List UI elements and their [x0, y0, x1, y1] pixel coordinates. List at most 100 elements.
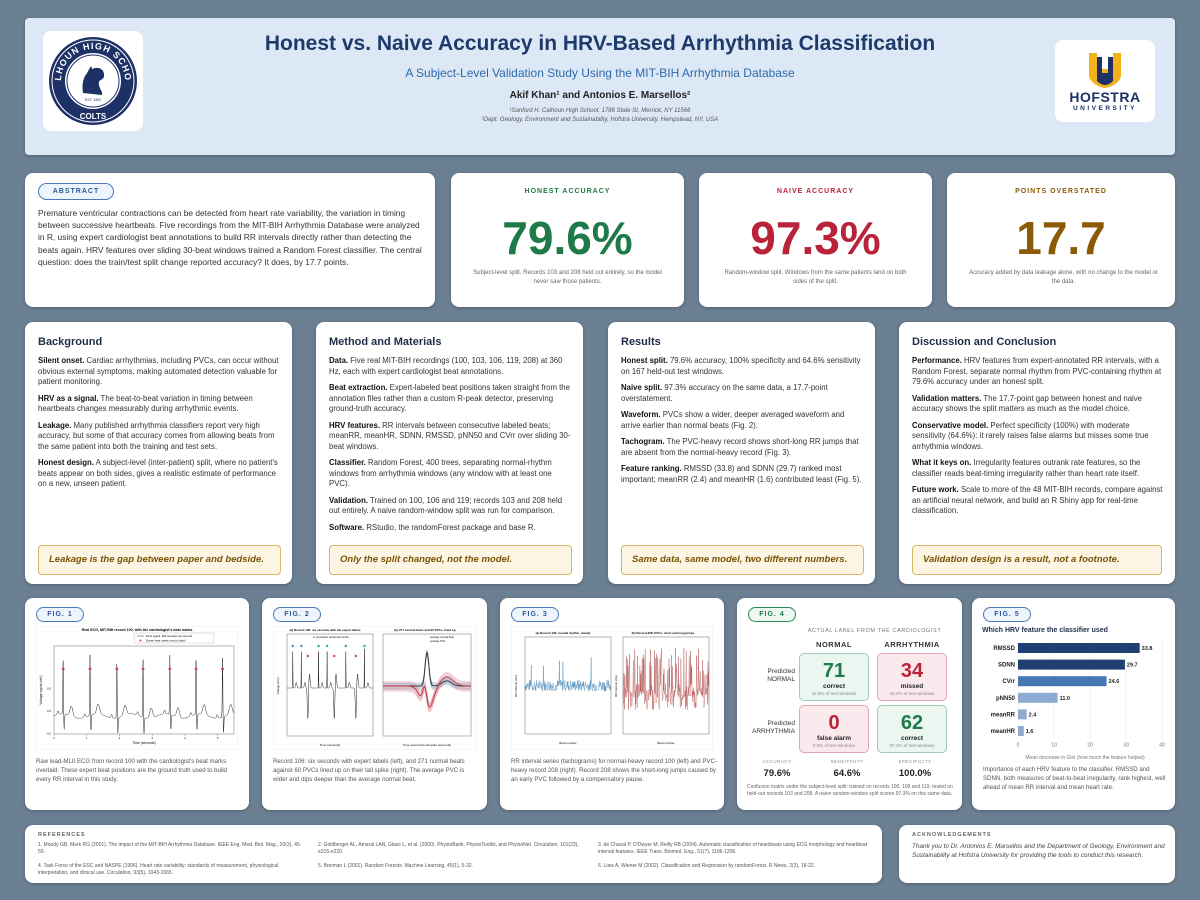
stat-note: Accuracy added by data leakage alone, wi…: [969, 270, 1158, 285]
figure-2-left-xlabel: Time (seconds): [320, 743, 341, 747]
stat-card-overstated: POINTS OVERSTATED 17.7 Accuracy added by…: [947, 173, 1175, 307]
paragraph-lead: What it keys on.: [912, 458, 972, 468]
affiliation-1: ¹Sanford H. Calhoun High School, 1786 St…: [509, 108, 691, 114]
calhoun-logo-year: EST. 1952: [85, 98, 101, 102]
hofstra-name: HOFSTRA: [1069, 88, 1141, 105]
beat-mark: [168, 667, 172, 671]
metric-label: SPECIFICITY: [898, 759, 932, 764]
y-tick-label: -0.5: [46, 732, 51, 736]
beat-mark: [221, 667, 224, 671]
stat-value: 97.3%: [750, 212, 881, 264]
x-tick-label: 40: [1159, 743, 1165, 749]
section-paragraph: Leakage. Many published arrhythmia class…: [38, 421, 281, 453]
paragraph-text: The beat-to-beat variation in timing bet…: [38, 393, 253, 414]
paragraph-lead: HRV as a signal.: [38, 393, 99, 403]
bar-value-label: 29.7: [1127, 663, 1138, 669]
bar: [1018, 676, 1107, 687]
section-paragraph: Data. Five real MIT-BIH recordings (100,…: [329, 356, 572, 377]
paragraph-text: Many published arrhythmia classifiers re…: [38, 420, 275, 451]
x-tick-label: 0: [53, 736, 55, 740]
section-paragraph: Future work. Scale to more of the 48 MIT…: [912, 485, 1164, 517]
paragraph-lead: Data.: [329, 356, 349, 365]
paragraph-text: 97.3% accuracy on the same data, a 17.7-…: [621, 383, 828, 403]
section-discussion: Discussion and Conclusion Performance. H…: [899, 322, 1175, 584]
figure-1-ylabel: Voltage signal (mV): [39, 675, 43, 704]
bar-value-label: 1.6: [1026, 729, 1034, 735]
ecg-trace: [53, 654, 235, 734]
paragraph-lead: Waveform.: [621, 410, 661, 420]
bar: [1018, 709, 1027, 720]
figure-2-plot: (a) Record 106: six seconds with the exp…: [273, 626, 476, 750]
normal-beat-trace: [383, 649, 471, 684]
bar: [1018, 659, 1125, 670]
section-title: Background: [38, 336, 103, 348]
calhoun-logo: CALHOUN HIGH SCHOOL COLTS EST. 1952: [43, 31, 143, 131]
paragraph-text: RMSSD (33.8) and SDNN (29.7) ranked most…: [621, 464, 862, 484]
stat-note: Subject-level split. Records 103 and 208…: [473, 270, 662, 285]
poster-subtitle: A Subject-Level Validation Study Using t…: [405, 66, 795, 80]
paragraph-text: Expert-labeled beat positions taken stra…: [329, 383, 570, 414]
figure-2-caption: Record 106: six seconds with expert labe…: [273, 758, 465, 783]
paragraph-text: The PVC-heavy record shows short-long RR…: [621, 437, 859, 457]
paragraph-text: Irregularity features outrank rate featu…: [912, 458, 1141, 478]
paragraph-text: RStudio, the randomForest package and ba…: [364, 522, 536, 532]
beat-mark: [115, 667, 119, 671]
x-tick-label: 10: [1051, 743, 1057, 749]
beat-mark: [317, 644, 320, 648]
bar-category-label: meanRR: [991, 712, 1016, 718]
figure-1-label: FIG. 1: [36, 607, 84, 622]
acknowledgements-card: ACKNOWLEDGEMENTS Thank you to Dr. Antoni…: [899, 825, 1175, 883]
abstract-label: ABSTRACT: [38, 183, 114, 200]
x-tick-label: 5: [217, 736, 219, 740]
paragraph-text: A subject-level (inter-patient) split, w…: [38, 458, 278, 489]
hofstra-shield-icon: [1089, 52, 1121, 88]
paragraph-text: Scale to more of the 48 MIT-BIH records,…: [912, 485, 1163, 516]
feature-importance-chart: Which HRV feature the classifier used 0 1…: [982, 627, 1165, 761]
paragraph-lead: Validation.: [329, 495, 368, 505]
beat-mark: [141, 667, 145, 671]
abstract-text: Premature ventricular contractions can b…: [38, 208, 422, 267]
beat-mark: [291, 644, 294, 648]
figure-3-plot: (a) Record 100: normal rhythm, steady (b…: [511, 626, 713, 750]
section-paragraph: Conservative model. Perfect specificity …: [912, 421, 1164, 453]
poster-header: CALHOUN HIGH SCHOOL COLTS EST. 1952 Hone…: [25, 18, 1175, 155]
beat-mark: [344, 644, 347, 648]
cm-cell-sub: 37.1% of test windows: [889, 743, 935, 748]
y-tick-label: 0.5: [47, 687, 51, 691]
cm-cell-tn: 71 correct 42.5% of test windows: [799, 653, 869, 701]
section-body: Performance. HRV features from expert-an…: [912, 356, 1164, 523]
section-paragraph: Classifier. Random Forest, 400 trees, se…: [329, 458, 572, 490]
cm-cell-label: missed: [900, 683, 924, 690]
metric-value: 64.6%: [833, 768, 861, 779]
figure-3-right-xlabel: Beat number: [657, 741, 674, 745]
figure-2-label: FIG. 2: [273, 607, 321, 622]
cm-cell-label: false alarm: [817, 735, 851, 742]
section-title: Results: [621, 336, 661, 348]
figure-5-caption: Importance of each HRV feature to the cl…: [983, 766, 1166, 791]
x-tick-label: 20: [1087, 743, 1093, 749]
cm-cell-label: correct: [822, 683, 846, 690]
cm-cell-sub: 42.5% of test windows: [811, 691, 857, 696]
x-tick-label: 3: [151, 736, 153, 740]
beat-mark: [61, 667, 65, 671]
paragraph-text: Five real MIT-BIH recordings (100, 103, …: [329, 356, 563, 376]
bar: [1018, 692, 1058, 703]
reference-item: 6. Liaw A, Wiener M (2002). Classificati…: [598, 863, 816, 869]
cm-col-arrhythmia: ARRHYTHMIA: [884, 640, 940, 649]
bar-value-label: 2.4: [1029, 712, 1038, 718]
section-paragraph: Honest design. A subject-level (inter-pa…: [38, 458, 281, 490]
figure-3-caption: RR interval series (tachograms) for norm…: [511, 758, 717, 783]
bar-category-label: CVrr: [1002, 679, 1015, 685]
stat-label: HONEST ACCURACY: [524, 188, 611, 195]
bar-category-label: meanHR: [991, 729, 1016, 735]
cm-cell-value: 0: [828, 712, 840, 734]
paragraph-text: 79.6% accuracy, 100% specificity and 64.…: [621, 356, 861, 376]
section-body: Silent onset. Cardiac arrhythmias, inclu…: [38, 356, 281, 496]
figure-3: FIG. 3 (a) Record 100: normal rhythm, st…: [500, 598, 724, 810]
figure-2: FIG. 2 (a) Record 106: six seconds with …: [262, 598, 487, 810]
beat-mark: [333, 654, 336, 658]
section-title: Method and Materials: [329, 336, 442, 348]
bar: [1018, 726, 1024, 736]
figure-3-left-xlabel: Beat number: [559, 741, 576, 745]
beat-mark: [325, 644, 329, 648]
